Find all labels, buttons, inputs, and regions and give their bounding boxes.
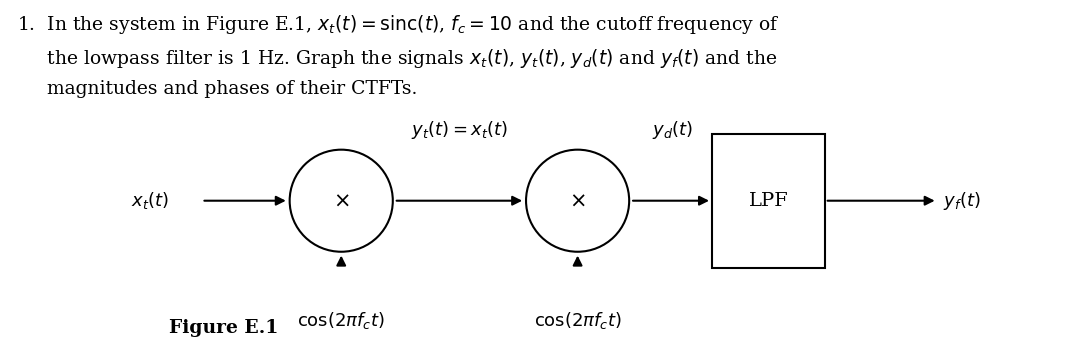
Text: $y_t(t) = x_t(t)$: $y_t(t) = x_t(t)$ — [410, 118, 508, 141]
Text: $y_f(t)$: $y_f(t)$ — [943, 190, 981, 212]
Text: $\times$: $\times$ — [333, 191, 350, 210]
Text: 1.  In the system in Figure E.1, $x_t(t) = \mathrm{sinc}(t)$, $f_c = 10$ and the: 1. In the system in Figure E.1, $x_t(t) … — [17, 13, 780, 98]
Text: $\times$: $\times$ — [569, 191, 586, 210]
Text: $y_d(t)$: $y_d(t)$ — [652, 118, 693, 141]
Text: $\cos(2\pi f_c t)$: $\cos(2\pi f_c t)$ — [534, 310, 622, 331]
Text: $\cos(2\pi f_c t)$: $\cos(2\pi f_c t)$ — [297, 310, 386, 331]
Bar — [712, 134, 825, 268]
Text: LPF: LPF — [748, 192, 788, 210]
Text: $x_t(t)$: $x_t(t)$ — [132, 190, 170, 211]
Text: Figure E.1: Figure E.1 — [170, 319, 279, 337]
